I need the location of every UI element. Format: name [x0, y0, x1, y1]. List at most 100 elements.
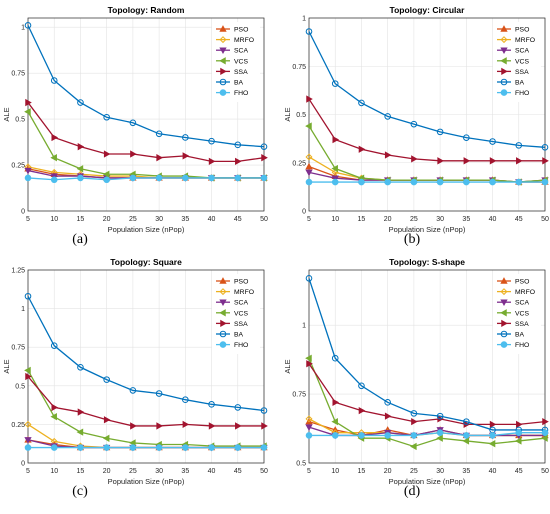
- data-point: [462, 437, 470, 445]
- data-point: [384, 151, 392, 159]
- x-tick-label: 10: [331, 468, 339, 475]
- data-point: [305, 122, 312, 130]
- data-point: [384, 178, 391, 186]
- data-point: [260, 444, 268, 451]
- legend-label: SCA: [515, 48, 529, 55]
- legend-marker: [219, 309, 226, 317]
- x-tick-label: 10: [331, 216, 339, 223]
- data-point: [331, 164, 338, 173]
- data-point: [305, 153, 313, 161]
- data-point: [24, 444, 32, 451]
- legend-box: [212, 274, 260, 354]
- x-tick-label: 25: [410, 216, 418, 223]
- data-point: [103, 416, 111, 424]
- legend-label: MRFO: [234, 37, 254, 44]
- data-point: [541, 429, 549, 436]
- data-point: [77, 444, 84, 451]
- x-tick-label: 40: [208, 216, 216, 223]
- plot-frame: [308, 17, 546, 212]
- series-ssa: [25, 98, 268, 166]
- legend-marker: [220, 67, 227, 76]
- legend-box: [493, 274, 541, 354]
- data-point: [77, 408, 85, 416]
- data-point: [76, 165, 84, 173]
- x-tick-label: 35: [181, 468, 189, 475]
- data-point: [182, 174, 189, 182]
- legend-entry: MRFO: [497, 36, 535, 44]
- legend-label: SCA: [234, 300, 248, 307]
- series-line: [308, 363, 546, 426]
- data-point: [305, 274, 313, 282]
- data-point: [541, 144, 549, 151]
- chart-panel-1: 5 10 15 20 25 30 35 40 45 50 0 0.25 0.5 0.75 1 Topology…: [283, 5, 549, 234]
- data-point: [50, 77, 58, 84]
- data-point: [305, 28, 313, 35]
- data-point: [332, 398, 340, 406]
- legend-label: PSO: [234, 27, 248, 34]
- y-tick-label: 0.5: [15, 383, 25, 390]
- series-ba: [24, 22, 268, 150]
- data-point: [358, 406, 366, 415]
- data-point: [103, 176, 110, 184]
- data-point: [103, 444, 110, 451]
- data-point: [182, 152, 190, 160]
- data-point: [50, 173, 58, 180]
- legend-marker: [500, 78, 508, 86]
- data-point: [208, 422, 216, 430]
- data-point: [305, 354, 312, 362]
- data-point: [24, 420, 32, 428]
- data-point: [489, 157, 497, 165]
- data-point: [261, 154, 268, 162]
- x-tick-label: 10: [50, 216, 58, 223]
- series-line: [27, 376, 264, 427]
- data-point: [305, 178, 313, 186]
- data-point: [463, 134, 470, 141]
- legend: PSO MRFO SCA VCS SSA BA FHO: [212, 22, 260, 102]
- y-tick-label: 0.75: [11, 71, 25, 78]
- data-point: [25, 98, 32, 107]
- legend-entry: BA: [216, 78, 244, 87]
- x-tick-label: 50: [260, 216, 268, 223]
- x-tick-label: 15: [77, 216, 85, 223]
- series-line: [308, 125, 546, 183]
- legend-label: MRFO: [515, 37, 535, 44]
- data-point: [436, 429, 444, 436]
- data-point: [129, 119, 137, 127]
- data-point: [208, 137, 215, 145]
- data-point: [411, 155, 418, 163]
- legend-box: [212, 22, 260, 102]
- data-point: [306, 95, 313, 103]
- legend-marker: [219, 78, 227, 86]
- chart-panel-0: 5 10 15 20 25 30 35 40 45 50 0 0.25 0.5 0.75 1 Topology…: [2, 5, 268, 234]
- legend-entry: FHO: [497, 89, 529, 97]
- legend-box: [493, 22, 541, 102]
- data-point: [182, 444, 189, 451]
- data-point: [235, 157, 242, 166]
- x-tick-label: 25: [129, 216, 137, 223]
- data-point: [208, 174, 215, 182]
- data-point: [156, 422, 163, 430]
- x-tick-label: 40: [489, 216, 497, 223]
- data-point: [155, 174, 163, 182]
- y-tick-label: 0: [21, 209, 25, 216]
- plot-frame: [27, 17, 265, 212]
- x-tick-label: 5: [307, 216, 311, 223]
- data-point: [305, 432, 313, 439]
- legend-label: PSO: [234, 279, 248, 286]
- data-point: [102, 170, 110, 178]
- legend-entry: MRFO: [216, 36, 254, 44]
- legend-entry: PSO: [497, 277, 529, 286]
- x-tick-label: 25: [129, 468, 137, 475]
- data-point: [306, 360, 313, 368]
- legend-marker: [500, 299, 508, 307]
- data-point: [384, 432, 391, 439]
- data-point: [208, 157, 216, 166]
- data-point: [331, 432, 339, 439]
- data-point: [24, 22, 32, 29]
- data-point: [410, 410, 418, 417]
- data-point: [436, 412, 444, 420]
- data-point: [51, 403, 59, 412]
- legend-marker: [500, 288, 508, 296]
